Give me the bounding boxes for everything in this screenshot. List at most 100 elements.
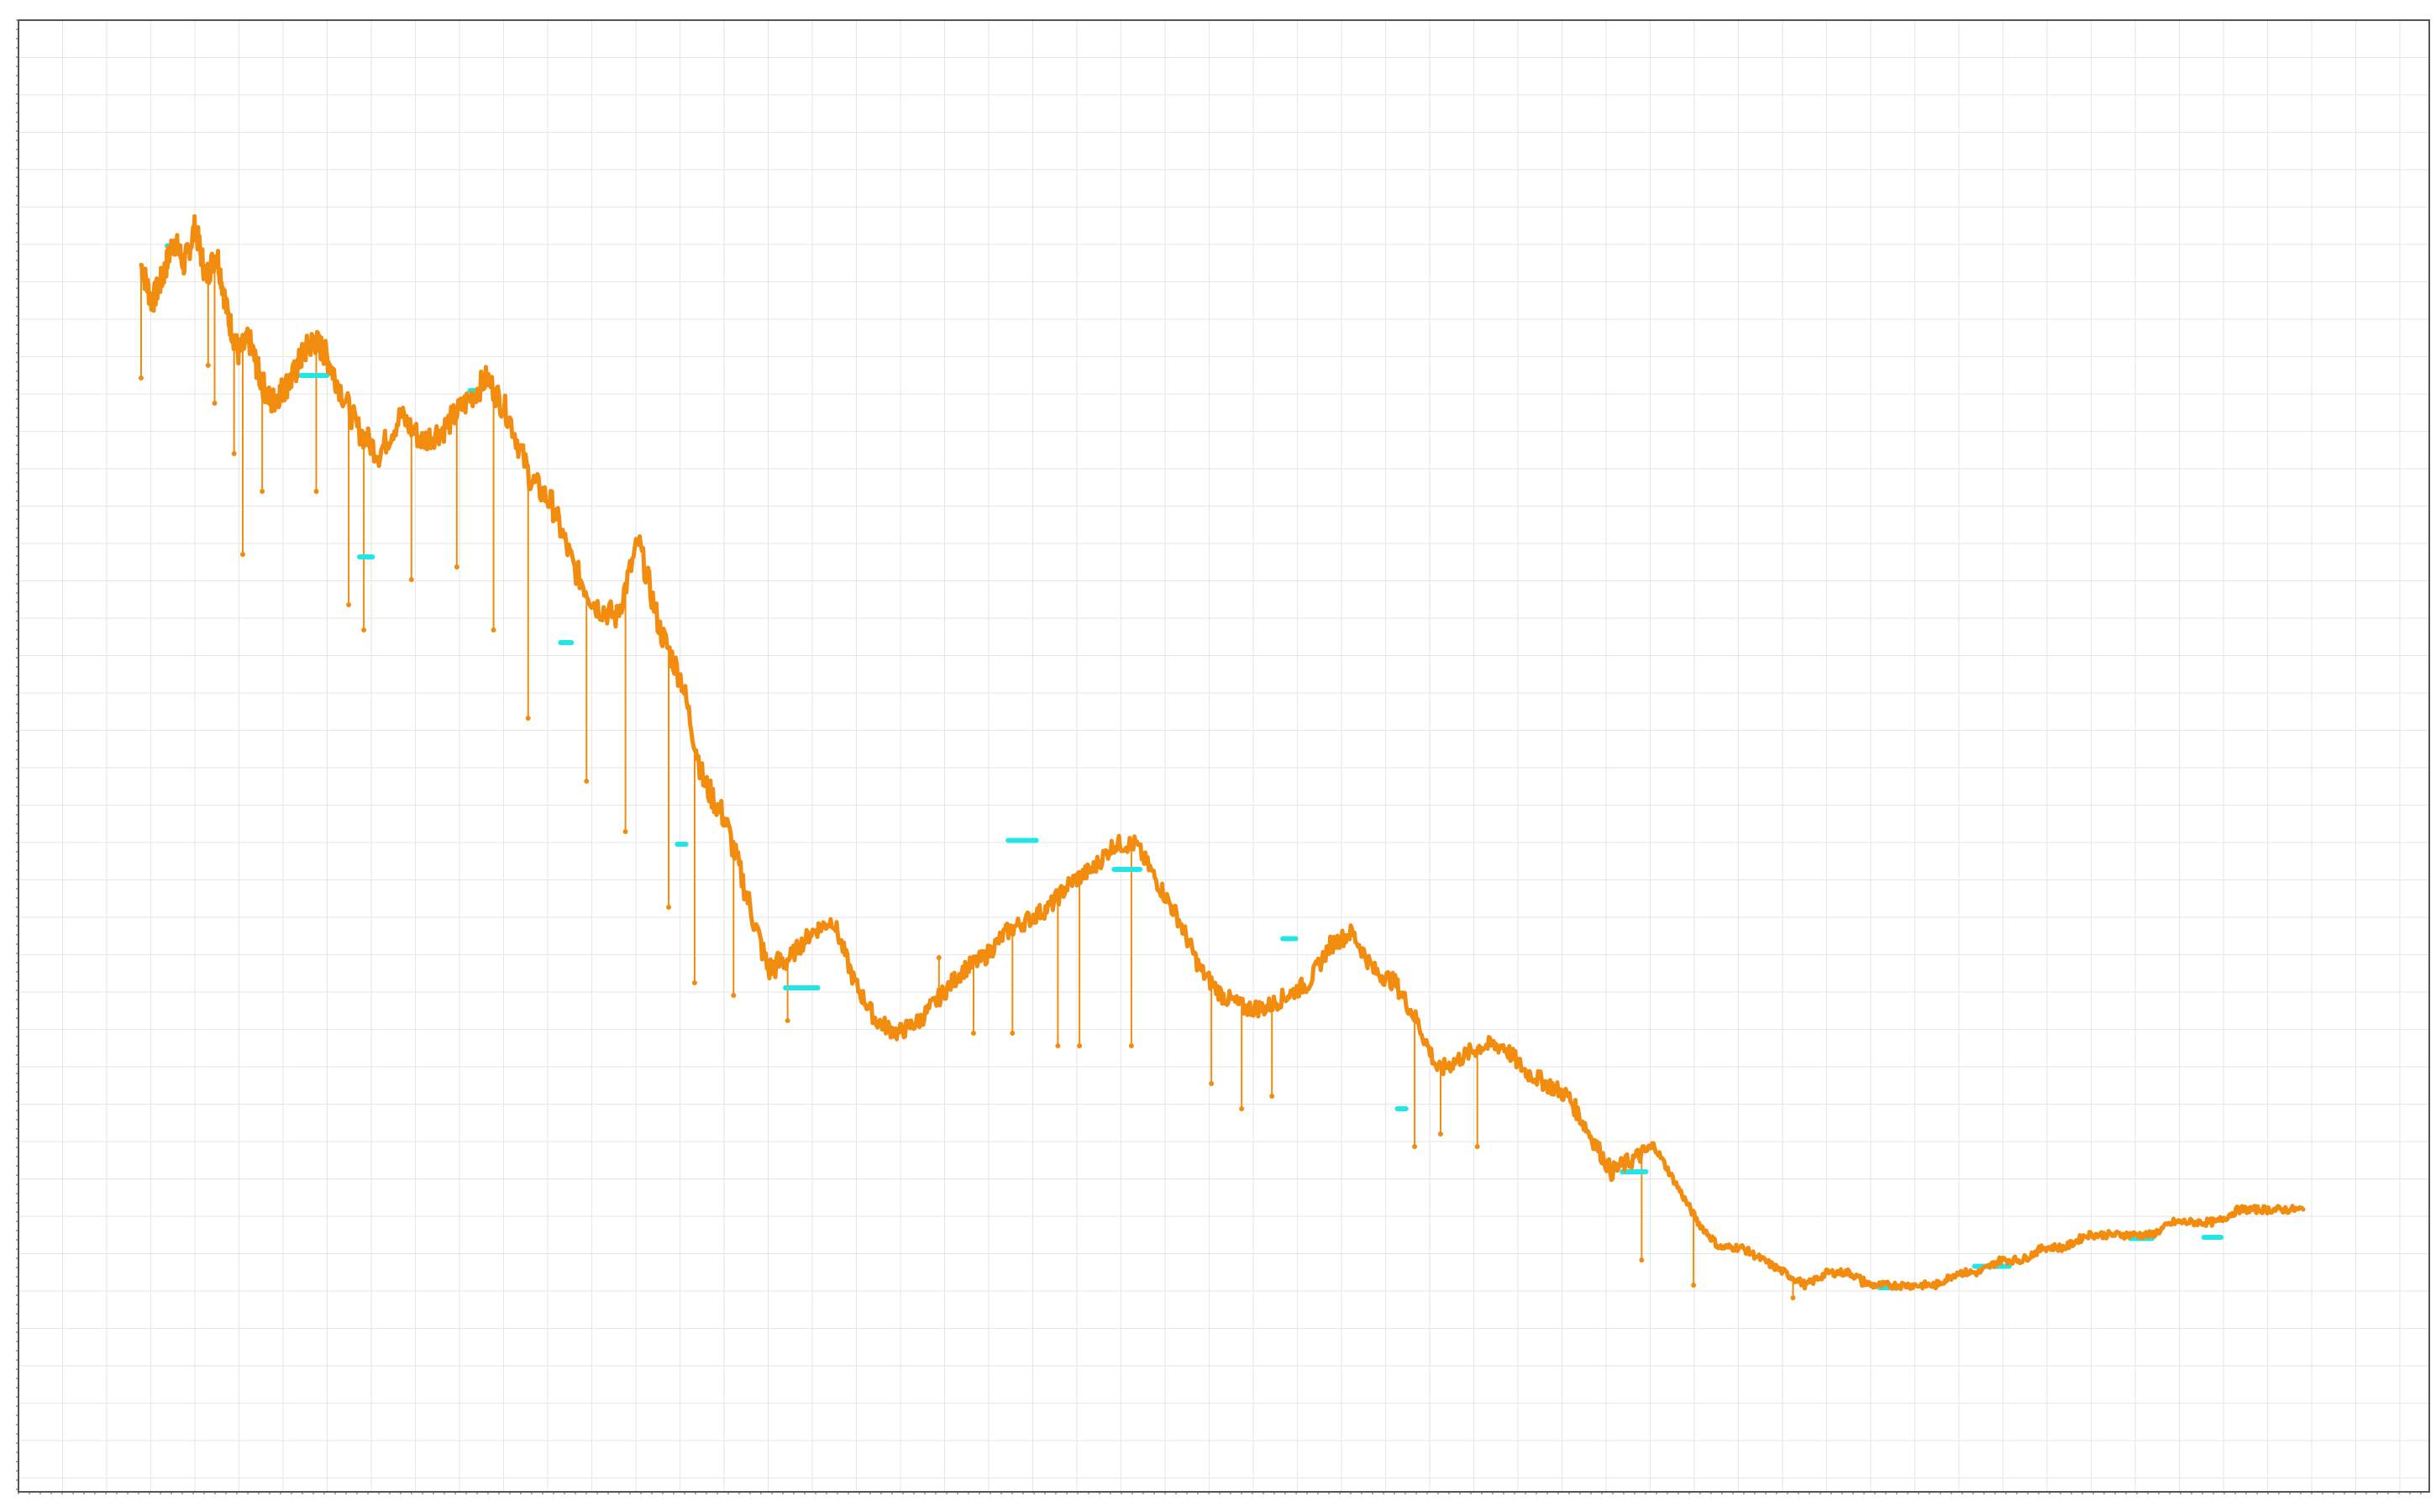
series-main-point <box>270 401 276 406</box>
series-main-point <box>654 601 659 606</box>
series-main-point <box>1811 1281 1816 1286</box>
series-main-point <box>2283 1205 2288 1210</box>
series-main-point <box>989 953 994 958</box>
series-main-point <box>1061 894 1066 899</box>
series-main-point <box>2121 1231 2125 1236</box>
series-main-point <box>328 368 333 373</box>
series-main-point <box>1620 1163 1625 1168</box>
series-main-point <box>1541 1087 1546 1092</box>
series-main-point <box>675 683 680 688</box>
series-main-point <box>2189 1217 2194 1222</box>
series-main-point <box>730 853 735 858</box>
series-main-point <box>205 261 210 266</box>
series-main-point <box>481 386 486 391</box>
series-main-point <box>2167 1221 2172 1226</box>
series-main-point <box>1962 1270 1967 1275</box>
series-main-point <box>507 421 512 426</box>
series-main-point <box>1368 958 1373 963</box>
series-main-point <box>589 605 594 610</box>
series-main-point <box>1130 842 1135 847</box>
series-main-point <box>1638 1159 1643 1164</box>
series-main-point <box>2250 1208 2255 1213</box>
series-main-point <box>176 249 181 255</box>
series-main-point <box>2254 1210 2259 1215</box>
series-main-point <box>2236 1210 2241 1215</box>
series-main-point <box>1659 1156 1664 1161</box>
series-main-point <box>1004 922 1009 927</box>
series-spike-point <box>454 564 459 570</box>
series-main-point <box>1237 995 1242 1000</box>
series-main-point <box>1814 1274 1819 1279</box>
series-main-point <box>1054 888 1059 893</box>
series-main-point <box>351 404 356 409</box>
series-main-point <box>2146 1235 2151 1240</box>
series-main-point <box>420 431 425 436</box>
series-main-point <box>207 278 213 283</box>
series-main-point <box>1670 1173 1675 1179</box>
series-main-point <box>1623 1153 1628 1158</box>
series-main-point <box>1446 1060 1452 1065</box>
series-main-point <box>607 601 612 606</box>
series-main-point <box>395 422 400 427</box>
series-main-point <box>1530 1079 1535 1084</box>
series-main-point <box>1641 1144 1646 1149</box>
series-main-point <box>496 384 501 389</box>
series-main-point <box>1090 869 1095 874</box>
series-main-point <box>2124 1230 2129 1235</box>
series-main-point <box>1569 1101 1574 1106</box>
series-main-point <box>2258 1208 2263 1213</box>
series-main-point <box>477 397 482 402</box>
series-main-point <box>209 253 214 258</box>
series-main-point <box>255 355 260 360</box>
series-main-point <box>1887 1281 1892 1286</box>
series-main-point <box>639 549 644 554</box>
series-main-point <box>2060 1248 2065 1253</box>
series-main-point <box>711 810 717 815</box>
series-main-point <box>809 933 814 938</box>
series-spike-point <box>666 905 672 910</box>
series-main-point <box>1021 928 1026 933</box>
series-main-point <box>816 921 822 926</box>
series-main-point <box>1588 1135 1593 1140</box>
series-main-point <box>1421 1042 1426 1047</box>
series-main-point <box>164 274 169 279</box>
series-main-point <box>2013 1254 2018 1259</box>
series-main-point <box>1821 1274 1826 1279</box>
series-main-point <box>1613 1168 1618 1173</box>
series-main-point <box>1742 1247 1747 1252</box>
series-main-point <box>568 547 573 552</box>
series-main-point <box>1317 958 1322 963</box>
series-main-point <box>1807 1277 1812 1282</box>
series-main-point <box>1879 1284 1884 1289</box>
series-main-point <box>277 384 282 389</box>
series-main-point <box>279 377 284 382</box>
series-main-point <box>993 937 998 942</box>
series-main-point <box>932 996 937 1001</box>
series-main-point <box>291 359 297 364</box>
series-main-point <box>1656 1152 1661 1158</box>
series-main-point <box>845 952 850 957</box>
series-main-point <box>139 262 144 267</box>
series-main-point <box>1389 987 1394 992</box>
series-main-point <box>312 334 317 339</box>
series-main-point <box>2272 1206 2277 1211</box>
series-main-point <box>1771 1265 1776 1270</box>
series-main-point <box>1761 1255 1765 1260</box>
series-main-point <box>2009 1259 2014 1264</box>
series-main-point <box>186 243 191 248</box>
series-main-point <box>1133 840 1138 845</box>
series-main-point <box>1457 1063 1462 1068</box>
series-main-point <box>560 528 565 533</box>
series-main-point <box>755 924 760 929</box>
series-main-point <box>1166 895 1171 900</box>
series-main-point <box>1223 1000 1228 1005</box>
series-main-point <box>1840 1273 1845 1278</box>
series-main-point <box>928 998 933 1003</box>
series-main-point <box>705 774 710 780</box>
series-main-point <box>708 778 713 783</box>
series-spike-point <box>584 779 590 784</box>
series-main-point <box>867 1005 872 1011</box>
series-main-point <box>1937 1280 1942 1285</box>
series-main-point <box>288 378 293 383</box>
series-main-point <box>362 431 367 436</box>
